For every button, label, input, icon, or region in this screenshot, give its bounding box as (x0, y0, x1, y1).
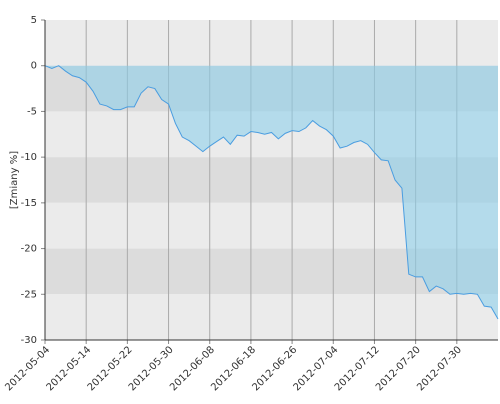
x-tick-label: 2012-07-30 (415, 344, 464, 393)
band (45, 294, 498, 340)
y-axis-label: [Zmiany %] (9, 151, 20, 209)
y-tick-label: -15 (21, 198, 37, 209)
line (44, 65, 499, 320)
y-tick-label: -5 (27, 106, 37, 117)
y-tick-label: -25 (21, 289, 37, 300)
y-tick-label: -30 (21, 335, 37, 346)
area (45, 65, 498, 319)
y-tick-label: 5 (31, 15, 37, 26)
band (45, 20, 498, 66)
y-tick-label: -10 (21, 152, 37, 163)
y-tick-label: -20 (21, 244, 37, 255)
y-tick-label: 0 (31, 61, 37, 72)
